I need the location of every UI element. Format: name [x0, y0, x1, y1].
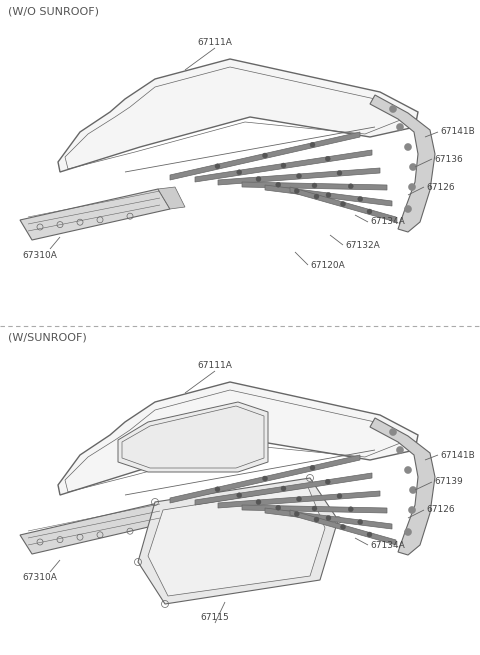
Polygon shape	[58, 382, 418, 495]
Circle shape	[326, 193, 331, 198]
Text: 67111A: 67111A	[198, 38, 232, 47]
Circle shape	[215, 164, 220, 169]
Circle shape	[263, 476, 267, 481]
Polygon shape	[370, 95, 435, 232]
Circle shape	[389, 428, 396, 436]
Circle shape	[276, 182, 281, 187]
Polygon shape	[195, 473, 372, 505]
Polygon shape	[20, 503, 170, 554]
Circle shape	[367, 532, 372, 537]
Polygon shape	[158, 187, 185, 209]
Text: 67115: 67115	[201, 613, 229, 622]
Circle shape	[408, 183, 416, 191]
Circle shape	[281, 486, 286, 491]
Circle shape	[294, 189, 299, 193]
Polygon shape	[118, 402, 268, 472]
Polygon shape	[170, 455, 360, 503]
Circle shape	[408, 506, 416, 514]
Circle shape	[348, 507, 353, 512]
Polygon shape	[370, 418, 435, 555]
Polygon shape	[138, 478, 338, 604]
Circle shape	[312, 183, 317, 188]
Polygon shape	[170, 132, 360, 180]
Circle shape	[237, 493, 242, 498]
Circle shape	[337, 493, 342, 498]
Circle shape	[396, 447, 404, 453]
Circle shape	[396, 124, 404, 130]
Polygon shape	[265, 185, 392, 206]
Polygon shape	[290, 510, 396, 545]
Polygon shape	[242, 182, 387, 190]
Polygon shape	[218, 491, 380, 508]
Circle shape	[215, 487, 220, 492]
Polygon shape	[20, 189, 170, 240]
Circle shape	[409, 164, 417, 170]
Circle shape	[405, 143, 411, 151]
Circle shape	[337, 170, 342, 176]
Circle shape	[367, 209, 372, 214]
Text: (W/O SUNROOF): (W/O SUNROOF)	[8, 7, 99, 17]
Text: 67310A: 67310A	[22, 574, 57, 582]
Text: 67141B: 67141B	[440, 451, 475, 460]
Circle shape	[256, 176, 261, 181]
Text: 67134A: 67134A	[370, 217, 405, 227]
Circle shape	[312, 506, 317, 511]
Text: 67139: 67139	[434, 477, 463, 487]
Text: (W/SUNROOF): (W/SUNROOF)	[8, 332, 87, 342]
Circle shape	[297, 496, 301, 502]
Polygon shape	[242, 505, 387, 513]
Circle shape	[340, 202, 346, 206]
Circle shape	[237, 170, 242, 175]
Polygon shape	[218, 168, 380, 185]
Circle shape	[294, 512, 299, 517]
Circle shape	[276, 505, 281, 510]
Circle shape	[405, 529, 411, 536]
Circle shape	[314, 194, 319, 199]
Circle shape	[297, 174, 301, 179]
Text: 67134A: 67134A	[370, 540, 405, 550]
Circle shape	[325, 479, 330, 484]
Circle shape	[310, 142, 315, 147]
Circle shape	[405, 206, 411, 212]
Polygon shape	[148, 487, 325, 596]
Text: 67141B: 67141B	[440, 128, 475, 136]
Circle shape	[389, 105, 396, 113]
Polygon shape	[265, 508, 392, 529]
Text: 67126: 67126	[426, 183, 455, 191]
Circle shape	[340, 525, 346, 529]
Text: 67120A: 67120A	[310, 261, 345, 269]
Circle shape	[326, 515, 331, 521]
Text: 67126: 67126	[426, 506, 455, 514]
Circle shape	[409, 487, 417, 493]
Text: 67310A: 67310A	[22, 250, 57, 259]
Text: 67111A: 67111A	[198, 361, 232, 370]
Circle shape	[325, 157, 330, 161]
Circle shape	[263, 153, 267, 158]
Circle shape	[405, 466, 411, 474]
Circle shape	[256, 500, 261, 504]
Circle shape	[314, 517, 319, 522]
Circle shape	[358, 519, 363, 525]
Polygon shape	[58, 59, 418, 172]
Text: 67136: 67136	[434, 155, 463, 164]
Polygon shape	[290, 187, 396, 222]
Text: 67132A: 67132A	[345, 240, 380, 250]
Circle shape	[358, 196, 363, 202]
Circle shape	[348, 184, 353, 189]
Circle shape	[310, 465, 315, 470]
Circle shape	[281, 163, 286, 168]
Polygon shape	[195, 150, 372, 182]
